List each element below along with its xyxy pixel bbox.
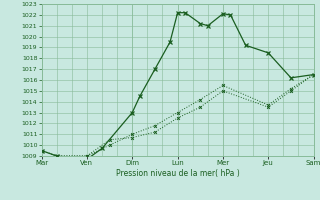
X-axis label: Pression niveau de la mer( hPa ): Pression niveau de la mer( hPa )	[116, 169, 239, 178]
